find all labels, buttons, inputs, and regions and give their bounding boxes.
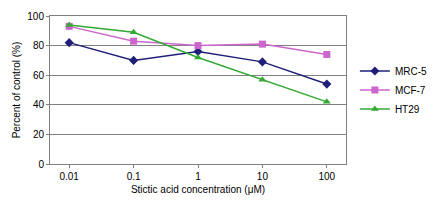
svg-text:100: 100 bbox=[318, 171, 335, 182]
svg-text:20: 20 bbox=[33, 129, 45, 140]
svg-text:0: 0 bbox=[38, 159, 44, 170]
svg-text:40: 40 bbox=[33, 99, 45, 110]
svg-text:100: 100 bbox=[27, 11, 44, 22]
svg-text:1: 1 bbox=[195, 171, 201, 182]
svg-text:80: 80 bbox=[33, 40, 45, 51]
svg-text:MCF-7: MCF-7 bbox=[395, 85, 426, 96]
svg-text:0.1: 0.1 bbox=[127, 171, 141, 182]
svg-text:MRC-5: MRC-5 bbox=[395, 66, 427, 77]
svg-text:HT29: HT29 bbox=[395, 104, 420, 115]
svg-text:10: 10 bbox=[257, 171, 269, 182]
svg-text:0.01: 0.01 bbox=[59, 171, 79, 182]
svg-text:Stictic acid concentration (μM: Stictic acid concentration (μM) bbox=[131, 184, 265, 195]
svg-text:60: 60 bbox=[33, 70, 45, 81]
svg-text:Percent of control (%): Percent of control (%) bbox=[11, 42, 22, 139]
